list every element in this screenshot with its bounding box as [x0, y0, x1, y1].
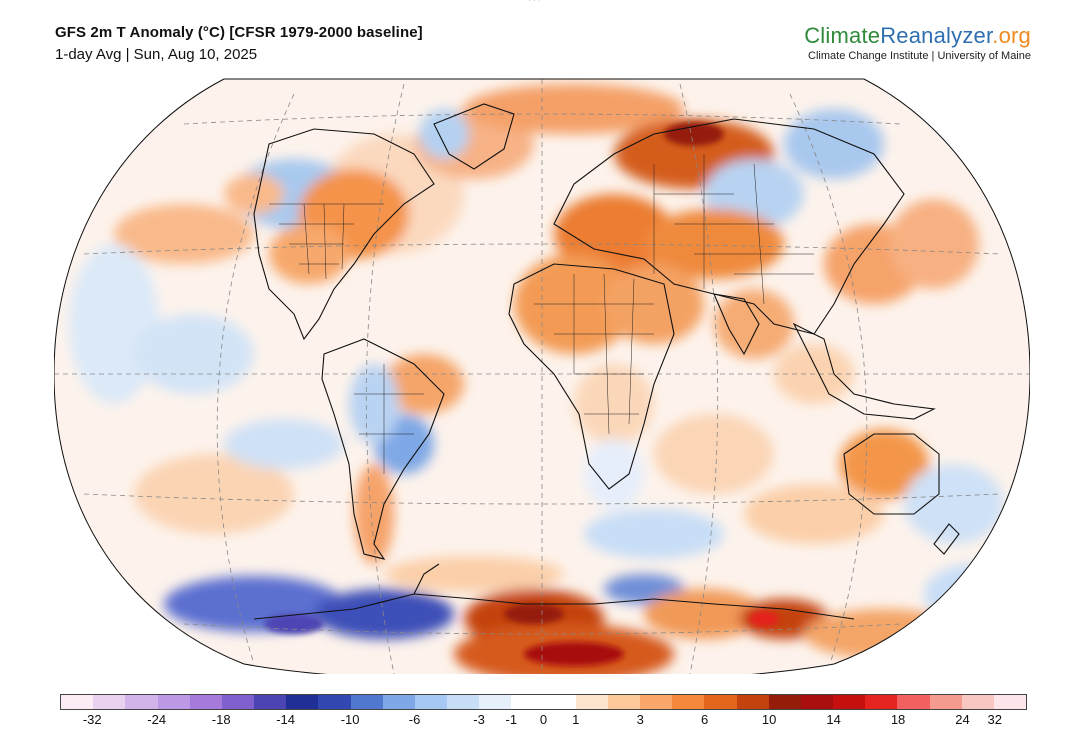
colorbar-tick-label: 14	[826, 712, 841, 727]
colorbar-tick-label: -10	[340, 712, 360, 727]
colorbar-segment	[511, 695, 544, 709]
colorbar-segment	[221, 695, 255, 709]
colorbar-segment	[479, 695, 512, 709]
colorbar-tick-label: 0	[539, 712, 548, 727]
chart-title: GFS 2m T Anomaly (°C) [CFSR 1979-2000 ba…	[55, 24, 423, 41]
colorbar-segment	[640, 695, 673, 709]
colorbar-segment	[768, 695, 801, 709]
coast-new-zealand	[933, 523, 960, 555]
colorbar-tick-label: -6	[408, 712, 421, 727]
coast-antarctic-peninsula	[413, 563, 440, 595]
coast-india	[713, 293, 760, 356]
borders	[269, 154, 814, 474]
colorbar-tick-label: 1	[572, 712, 580, 727]
coast-australia	[843, 433, 940, 515]
colorbar-segment	[704, 695, 737, 709]
colorbar-segment	[286, 695, 319, 709]
colorbar-segment	[414, 695, 448, 709]
colorbar-tick-label: -32	[82, 712, 102, 727]
colorbar-tick-label: -14	[276, 712, 296, 727]
brand-name-reanalyzer: Reanalyzer	[880, 23, 993, 48]
colorbar-segment	[672, 695, 705, 709]
coast-antarctica	[253, 593, 855, 620]
colorbar-tick-label: 10	[761, 712, 777, 727]
coast-north-america	[253, 128, 435, 341]
colorbar-segment	[61, 695, 94, 709]
colorbar-segment	[897, 695, 930, 709]
colorbar-segment	[800, 695, 834, 709]
colorbar-segment	[575, 695, 608, 709]
colorbar-tick-label: -18	[211, 712, 231, 727]
colorbar-tick-label: 3	[636, 712, 644, 727]
brand-name-org: .org	[992, 23, 1031, 48]
colorbar-segment	[125, 695, 158, 709]
colorbar-segment	[157, 695, 190, 709]
colorbar-segment	[93, 695, 126, 709]
colorbar-segment	[865, 695, 898, 709]
brand-logo-text[interactable]: ClimateReanalyzer.org	[804, 23, 1031, 49]
colorbar-ticks: -32 -24 -18 -14 -10 -6 -3 -1 0 1 3 6 10 14 18 24 32	[60, 712, 1027, 730]
coast-eurasia	[553, 118, 905, 335]
anomaly-field	[54, 79, 1030, 674]
colorbar-segment	[382, 695, 415, 709]
coast-greenland	[433, 103, 515, 170]
brand-block[interactable]: ClimateReanalyzer.org Climate Change Ins…	[804, 23, 1031, 62]
colorbar-segment	[318, 695, 351, 709]
colorbar-tick-label: 6	[701, 712, 709, 727]
anomaly-hotspots	[264, 122, 779, 666]
colorbar-segment	[189, 695, 222, 709]
colorbar-segment	[961, 695, 994, 709]
colorbar	[60, 694, 1027, 710]
coast-southeast-asia	[792, 322, 936, 420]
colorbar-tick-label: 32	[987, 712, 1002, 727]
coastlines	[253, 103, 960, 620]
colorbar-segment	[254, 695, 287, 709]
brand-tagline: Climate Change Institute | University of…	[808, 50, 1031, 62]
colorbar-segment	[736, 695, 769, 709]
colorbar-tick-label: -1	[505, 712, 518, 727]
coast-africa	[508, 263, 675, 490]
colorbar-segment	[543, 695, 576, 709]
colorbar-tick-label: -24	[147, 712, 167, 727]
colorbar-segment	[929, 695, 962, 709]
world-anomaly-map	[54, 78, 1030, 674]
colorbar-tick-label: 24	[955, 712, 970, 727]
chart-subtitle: 1-day Avg | Sun, Aug 10, 2025	[55, 46, 258, 63]
colorbar-segment	[607, 695, 641, 709]
colorbar-tick-label: 18	[890, 712, 906, 727]
coast-south-america	[321, 338, 445, 560]
colorbar-segment	[993, 695, 1027, 709]
top-cropped-text: · · ·	[528, 0, 541, 5]
globe-outline	[54, 78, 1030, 674]
graticule	[54, 79, 1030, 674]
colorbar-segment	[350, 695, 383, 709]
colorbar-tick-label: -3	[473, 712, 485, 727]
colorbar-segment	[447, 695, 480, 709]
colorbar-segment	[833, 695, 866, 709]
brand-name-climate: Climate	[804, 23, 881, 48]
